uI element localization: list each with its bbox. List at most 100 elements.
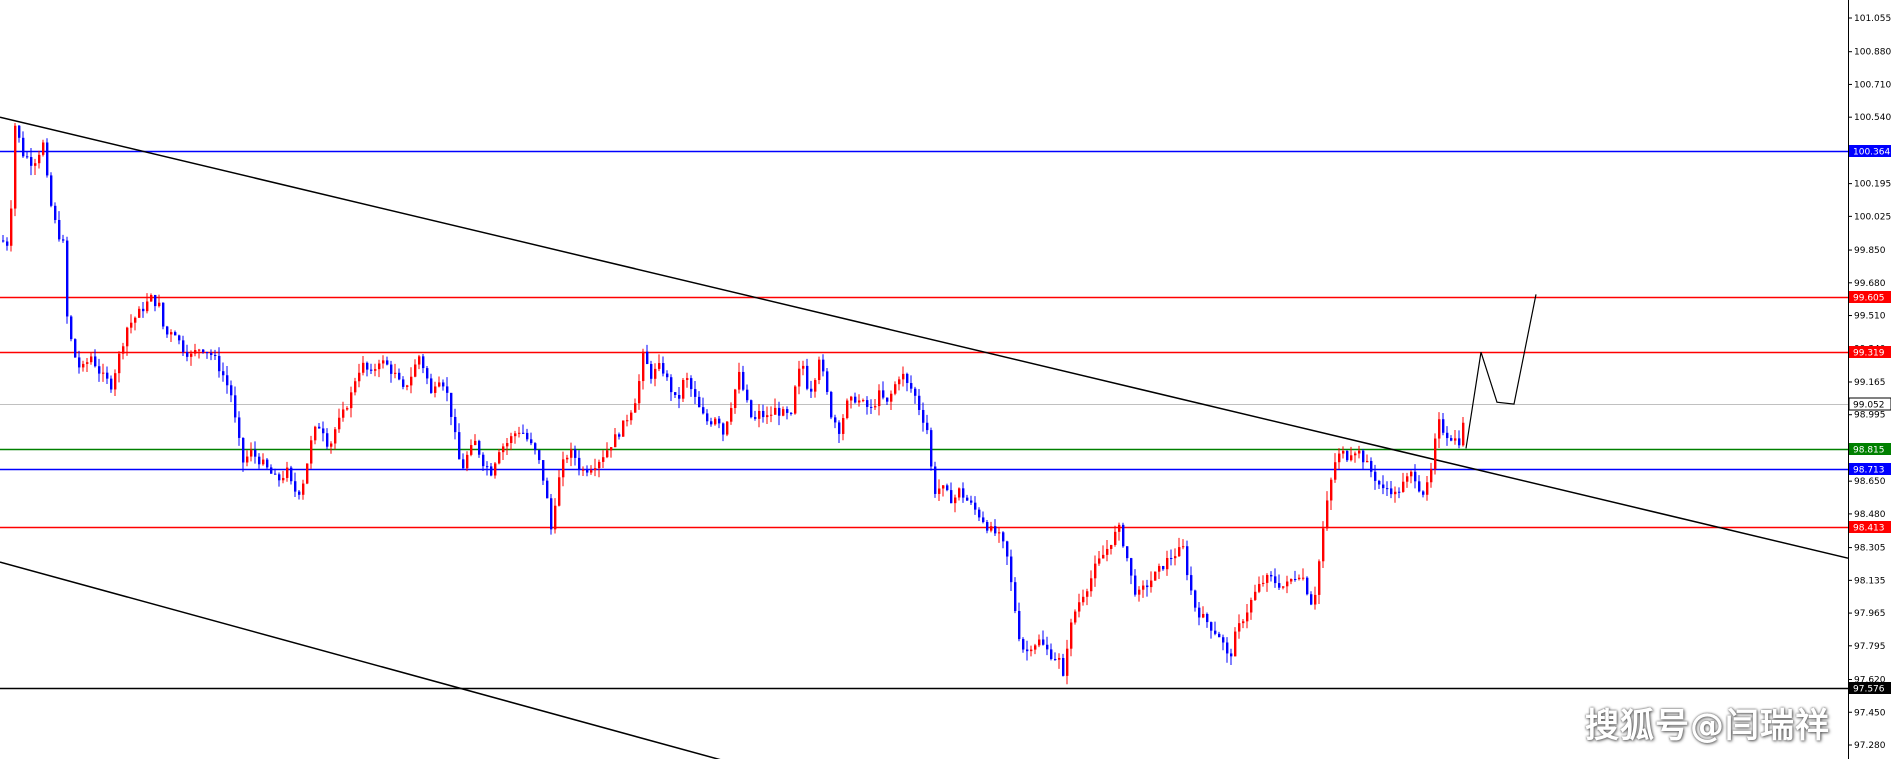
candle-body [734, 389, 737, 409]
candle-body [1370, 460, 1373, 472]
candle-body [614, 434, 617, 448]
candle-body [1066, 648, 1069, 676]
candle-body [986, 522, 989, 531]
candle-body [994, 526, 997, 534]
candle-body [1298, 577, 1301, 580]
candle-body [1318, 561, 1321, 595]
candle-body [1334, 462, 1337, 480]
candle-body [662, 363, 665, 374]
candle-body [370, 369, 373, 371]
candle-body [1402, 481, 1405, 492]
candle-body [1098, 558, 1101, 564]
candle-body [566, 457, 569, 460]
candle-body [474, 440, 477, 446]
axis-tick-label: 99.510 [1854, 312, 1886, 322]
candle-body [858, 400, 861, 403]
level-label-text: 99.605 [1853, 294, 1885, 304]
level-label-text: 99.319 [1853, 349, 1885, 359]
candle-body [1418, 481, 1421, 492]
candle-body [1010, 556, 1013, 583]
candle-body [1042, 639, 1045, 645]
candle-body [74, 339, 77, 358]
level-label-box [1849, 521, 1891, 533]
candle-body [1002, 532, 1005, 542]
candle-body [778, 407, 781, 416]
axis-tick-label: 98.995 [1854, 411, 1886, 421]
candle-body [822, 359, 825, 372]
candle-body [274, 473, 277, 475]
candle-body [286, 467, 289, 478]
candle-body [334, 429, 337, 444]
price-axis: 101.055 100.880 100.710 100.540 100.364 100.1… [1848, 14, 1891, 751]
candle-body [666, 373, 669, 378]
candle-body [1242, 621, 1245, 624]
candle-body [18, 125, 21, 138]
candle-body [922, 409, 925, 423]
candle-body [1134, 575, 1137, 595]
candle-body [1290, 579, 1293, 582]
candle-body [82, 363, 85, 368]
candle-body [1110, 544, 1113, 549]
candle-body [118, 353, 121, 374]
candle-body [1074, 611, 1077, 623]
candle-body [550, 498, 553, 530]
candle-body [374, 369, 377, 371]
candle-body [790, 412, 793, 414]
candle-body [1106, 548, 1109, 555]
candle-body [518, 432, 521, 434]
candle-body [1162, 566, 1165, 570]
candle-body [1122, 524, 1125, 547]
candle-body [1270, 574, 1273, 577]
candle-body [918, 395, 921, 410]
candle-body [306, 463, 309, 484]
candle-body [1234, 631, 1237, 657]
axis-tick-label: 97.965 [1854, 609, 1886, 619]
candle-body [582, 469, 585, 471]
candle-body [730, 408, 733, 422]
candle-body [1454, 438, 1457, 441]
level-label-box [1849, 291, 1891, 303]
candle-body [574, 449, 577, 458]
candle-body [850, 396, 853, 401]
candle-body [1346, 451, 1349, 461]
candle-body [26, 156, 29, 158]
candle-body [1434, 438, 1437, 470]
candle-body [318, 426, 321, 429]
candle-body [390, 364, 393, 374]
candle-body [1050, 649, 1053, 660]
candle-body [1026, 649, 1029, 652]
candle-body [682, 379, 685, 399]
candle-body [470, 445, 473, 455]
candle-body [322, 428, 325, 434]
candle-body [338, 417, 341, 430]
candle-body [1410, 471, 1413, 477]
candle-body [678, 394, 681, 399]
candle-body [926, 422, 929, 431]
candle-body [686, 378, 689, 380]
candle-body [970, 500, 973, 503]
candle-body [1326, 500, 1329, 529]
candle-body [626, 420, 629, 422]
candle-body [1206, 613, 1209, 623]
level-label-box [1849, 346, 1891, 358]
candle-body [86, 362, 89, 364]
candle-body [66, 240, 69, 317]
candle-body [1358, 450, 1361, 454]
candle-body [222, 371, 225, 376]
candle-body [38, 154, 41, 164]
axis-tick-label: 99.165 [1854, 378, 1886, 388]
candle-body [194, 350, 197, 354]
candle-body [910, 383, 913, 389]
candle-body [1394, 491, 1397, 495]
level-label-text: 97.576 [1853, 685, 1885, 695]
candle-body [546, 480, 549, 499]
candle-body [1038, 639, 1041, 646]
candle-body [326, 433, 329, 447]
candle-body [490, 466, 493, 476]
candle-body [1078, 602, 1081, 612]
candle-body [1406, 476, 1409, 482]
candle-body [874, 406, 877, 408]
candle-body [210, 353, 213, 355]
